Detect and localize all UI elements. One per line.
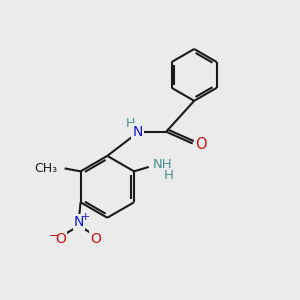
Text: NH: NH: [153, 158, 173, 171]
Text: H: H: [164, 169, 174, 182]
Text: O: O: [90, 232, 101, 246]
Text: −: −: [49, 229, 58, 242]
Text: +: +: [81, 212, 90, 222]
Text: O: O: [195, 137, 207, 152]
Text: N: N: [74, 215, 84, 229]
Text: CH₃: CH₃: [35, 162, 58, 175]
Text: N: N: [132, 125, 142, 139]
Text: O: O: [56, 232, 66, 246]
Text: H: H: [126, 117, 135, 130]
